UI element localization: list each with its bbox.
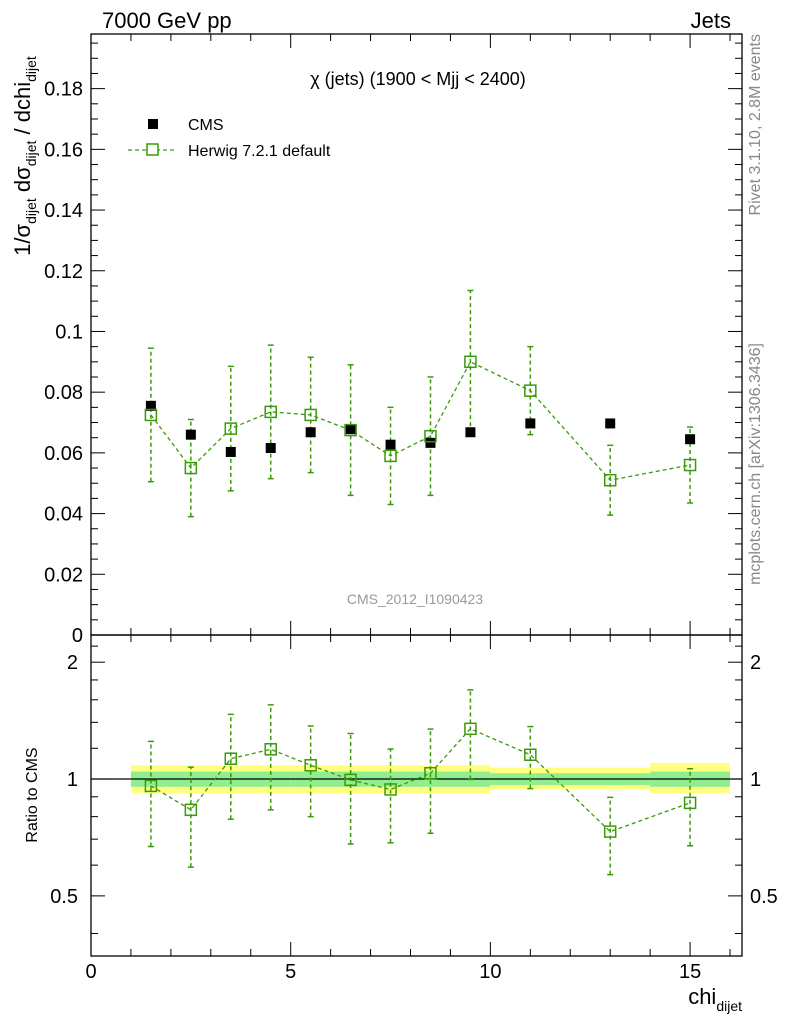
mc-data-point	[424, 429, 437, 443]
main-title: χ (jets) (1900 < Mjj < 2400)	[310, 69, 526, 89]
x-tick-label: 5	[285, 961, 296, 983]
ratio-axes: 0.5 0.5 1 1 2 2 0 5 10 15	[50, 634, 778, 983]
cms-data-point	[605, 418, 616, 429]
mc-data-point	[264, 405, 277, 419]
y-tick-label-right: 0.5	[750, 886, 778, 908]
ratio-data-point	[264, 743, 277, 756]
header-right-label: Jets	[691, 8, 731, 33]
ratio-frame	[90, 634, 743, 957]
x-tick-label: 10	[479, 961, 501, 983]
ratio-data-point	[424, 766, 437, 780]
mcplots-label: mcplots.cern.ch [arXiv:1306.3436]	[747, 343, 764, 585]
ratio-data-point	[304, 759, 317, 772]
cms-data-point	[525, 418, 536, 429]
ratio-data-point	[224, 752, 238, 765]
y-tick-label: 0.06	[44, 443, 83, 465]
y-tick-label-right: 1	[750, 769, 761, 791]
legend: CMS Herwig 7.2.1 default	[128, 117, 331, 160]
cms-data-point	[425, 437, 436, 448]
rivet-label: Rivet 3.1.10, 2.8M events	[747, 34, 764, 215]
ratio-data-point	[344, 773, 357, 787]
main-ylabel: 1/σdijet dσdijet / dchidijet	[10, 56, 39, 256]
y-tick-label: 0.16	[44, 139, 83, 161]
ratio-panel: 0.5 0.5 1 1 2 2 0 5 10 15	[50, 634, 778, 983]
mc-data-point	[524, 384, 537, 397]
y-tick-label: 1	[67, 769, 78, 791]
xlabel: chidijet	[688, 984, 742, 1014]
watermark-label: CMS_2012_I1090423	[347, 591, 483, 607]
y-tick-label: 2	[67, 652, 78, 674]
mc-data-point	[384, 449, 397, 463]
ratio-data-point	[184, 803, 198, 817]
cms-data-point	[145, 400, 156, 411]
y-tick-label: 0.08	[44, 382, 83, 404]
ratio-marks	[144, 689, 697, 876]
mc-data-point	[683, 458, 697, 472]
main-panel: χ (jets) (1900 < Mjj < 2400) CMS_2012_I1…	[44, 33, 743, 647]
mc-data-point	[144, 408, 158, 422]
cms-data-point	[385, 439, 396, 450]
cms-data-point	[265, 443, 276, 454]
ratio-series-line	[150, 728, 691, 833]
cms-data-point	[685, 434, 696, 445]
y-tick-label-right: 2	[750, 652, 761, 674]
cms-data-point	[225, 446, 236, 457]
legend-mc-marker	[146, 143, 159, 156]
mc-data-point	[304, 408, 317, 422]
ratio-data-point	[464, 722, 477, 736]
y-tick-label: 0.12	[44, 261, 83, 283]
mc-data-point	[224, 422, 238, 435]
ratio-data-point	[524, 748, 537, 761]
mc-data-point	[184, 461, 198, 475]
y-tick-label: 0.5	[50, 886, 78, 908]
x-tick-label: 15	[679, 961, 701, 983]
ratio-data-point	[384, 783, 397, 796]
cms-data-point	[465, 427, 476, 438]
legend-mc-label: Herwig 7.2.1 default	[188, 143, 331, 160]
mc-data-point	[603, 473, 617, 487]
mc-data-point	[344, 423, 357, 437]
cms-data-point	[345, 424, 356, 435]
cms-data-point	[305, 427, 316, 438]
main-marks	[144, 289, 697, 518]
y-tick-label: 0	[72, 625, 83, 647]
main-axes: 0 0.02 0.04 0.06 0.08 0.1 0.12 0.14 0.16 0.18	[44, 33, 743, 647]
x-tick-label: 0	[85, 961, 96, 983]
mc-data-point	[464, 355, 477, 369]
y-tick-label: 0.1	[55, 321, 83, 343]
y-tick-label: 0.04	[44, 504, 83, 526]
y-tick-label: 0.02	[44, 564, 83, 586]
header-left-label: 7000 GeV pp	[102, 8, 232, 33]
ratio-ylabel: Ratio to CMS	[24, 747, 41, 842]
legend-cms-label: CMS	[188, 117, 224, 134]
y-tick-label: 0.18	[44, 79, 83, 101]
ratio-data-point	[603, 825, 617, 838]
cms-data-point	[185, 429, 196, 440]
ratio-data-point	[144, 779, 158, 793]
legend-cms-marker	[148, 119, 158, 129]
y-tick-label: 0.14	[44, 200, 83, 222]
ratio-data-point	[683, 796, 697, 810]
mc-series-line	[150, 360, 691, 481]
